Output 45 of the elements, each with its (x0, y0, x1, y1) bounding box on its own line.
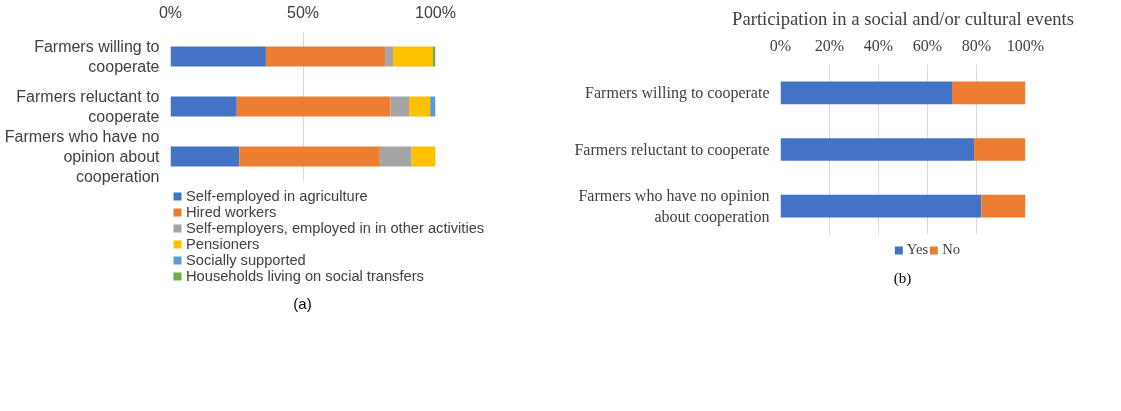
bar (385, 46, 394, 67)
x-tick-label: 50% (286, 3, 320, 21)
bar (393, 46, 433, 67)
x-tick-label: 80% (961, 36, 992, 54)
legend-label: Socially supported (186, 252, 306, 268)
legend-label: Pensioners (186, 236, 260, 252)
legend-label: No (942, 241, 962, 258)
bar (390, 96, 409, 117)
x-tick-label: 0% (158, 3, 183, 21)
text: (b) (893, 269, 912, 288)
bar (170, 96, 237, 117)
x-tick-label: 100% (415, 3, 456, 21)
x-tick-label: 100% (1006, 36, 1045, 54)
bar (411, 146, 436, 167)
legend-label: Households living on social transfers (186, 268, 424, 284)
x-tick-label: 20% (814, 36, 845, 54)
text: (a) (293, 294, 312, 314)
bar (239, 146, 380, 167)
bar (170, 146, 240, 167)
bar (780, 194, 982, 218)
legend-label: Yes (906, 241, 929, 258)
bar (430, 96, 436, 117)
bar (170, 46, 266, 67)
bar (265, 46, 386, 67)
y-tick-label: Farmers willing to cooperate (585, 84, 770, 103)
legend-label: Self-employers, employed in in other activities (186, 220, 485, 236)
bar (952, 81, 1026, 105)
x-tick-label: 40% (863, 36, 894, 54)
x-tick-label: 0% (769, 36, 792, 54)
y-tick-label: Farmers reluctant to cooperate (16, 87, 160, 126)
y-tick-label: Farmers reluctant to cooperate (574, 141, 770, 159)
chart-title: Participation in a social and/or cultural events (732, 7, 1074, 29)
bar (379, 146, 412, 167)
bar (780, 81, 952, 105)
bar (409, 96, 431, 117)
y-tick-label: Farmers willing to cooperate (34, 37, 160, 76)
x-tick-label: 60% (912, 36, 943, 54)
legend-label: Self-employed in agriculture (186, 188, 368, 204)
bar (981, 194, 1026, 218)
y-tick-label: Farmers who have no opinion about cooperation (578, 187, 770, 226)
legend-label: Hired workers (186, 204, 277, 220)
y-tick-label: Farmers who have no opinion about cooperation (4, 127, 161, 186)
bar (236, 96, 391, 117)
bar (780, 138, 975, 161)
bar (974, 138, 1026, 161)
